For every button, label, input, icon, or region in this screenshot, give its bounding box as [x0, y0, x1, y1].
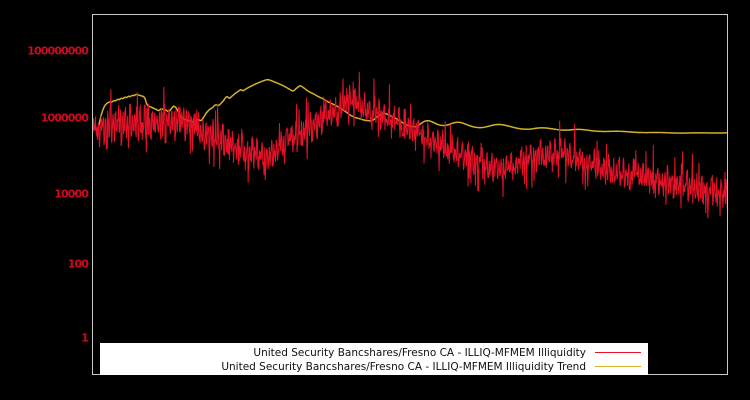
- series-canvas: [93, 71, 727, 219]
- legend-color-swatch: [595, 352, 641, 353]
- series-line: [93, 71, 727, 219]
- chart-legend: United Security Bancshares/Fresno CA - I…: [100, 343, 648, 375]
- y-axis-tick-label: 100000000: [27, 44, 89, 58]
- legend-item[interactable]: United Security Bancshares/Fresno CA - I…: [101, 346, 647, 360]
- legend-color-swatch: [595, 366, 641, 367]
- plot-area: [92, 14, 728, 375]
- y-axis-tick-label: 1000000: [40, 111, 89, 125]
- legend-item-label: United Security Bancshares/Fresno CA - I…: [253, 346, 586, 359]
- y-axis-tick-label: 1: [81, 331, 89, 345]
- legend-item-label: United Security Bancshares/Fresno CA - I…: [221, 360, 586, 373]
- y-axis: 100000000 1000000 10000 100 1: [0, 14, 89, 375]
- y-axis-tick-label: 100: [67, 257, 89, 271]
- y-axis-tick-label: 10000: [54, 187, 89, 201]
- legend-item[interactable]: United Security Bancshares/Fresno CA - I…: [101, 360, 647, 374]
- plot-clip: [93, 15, 727, 374]
